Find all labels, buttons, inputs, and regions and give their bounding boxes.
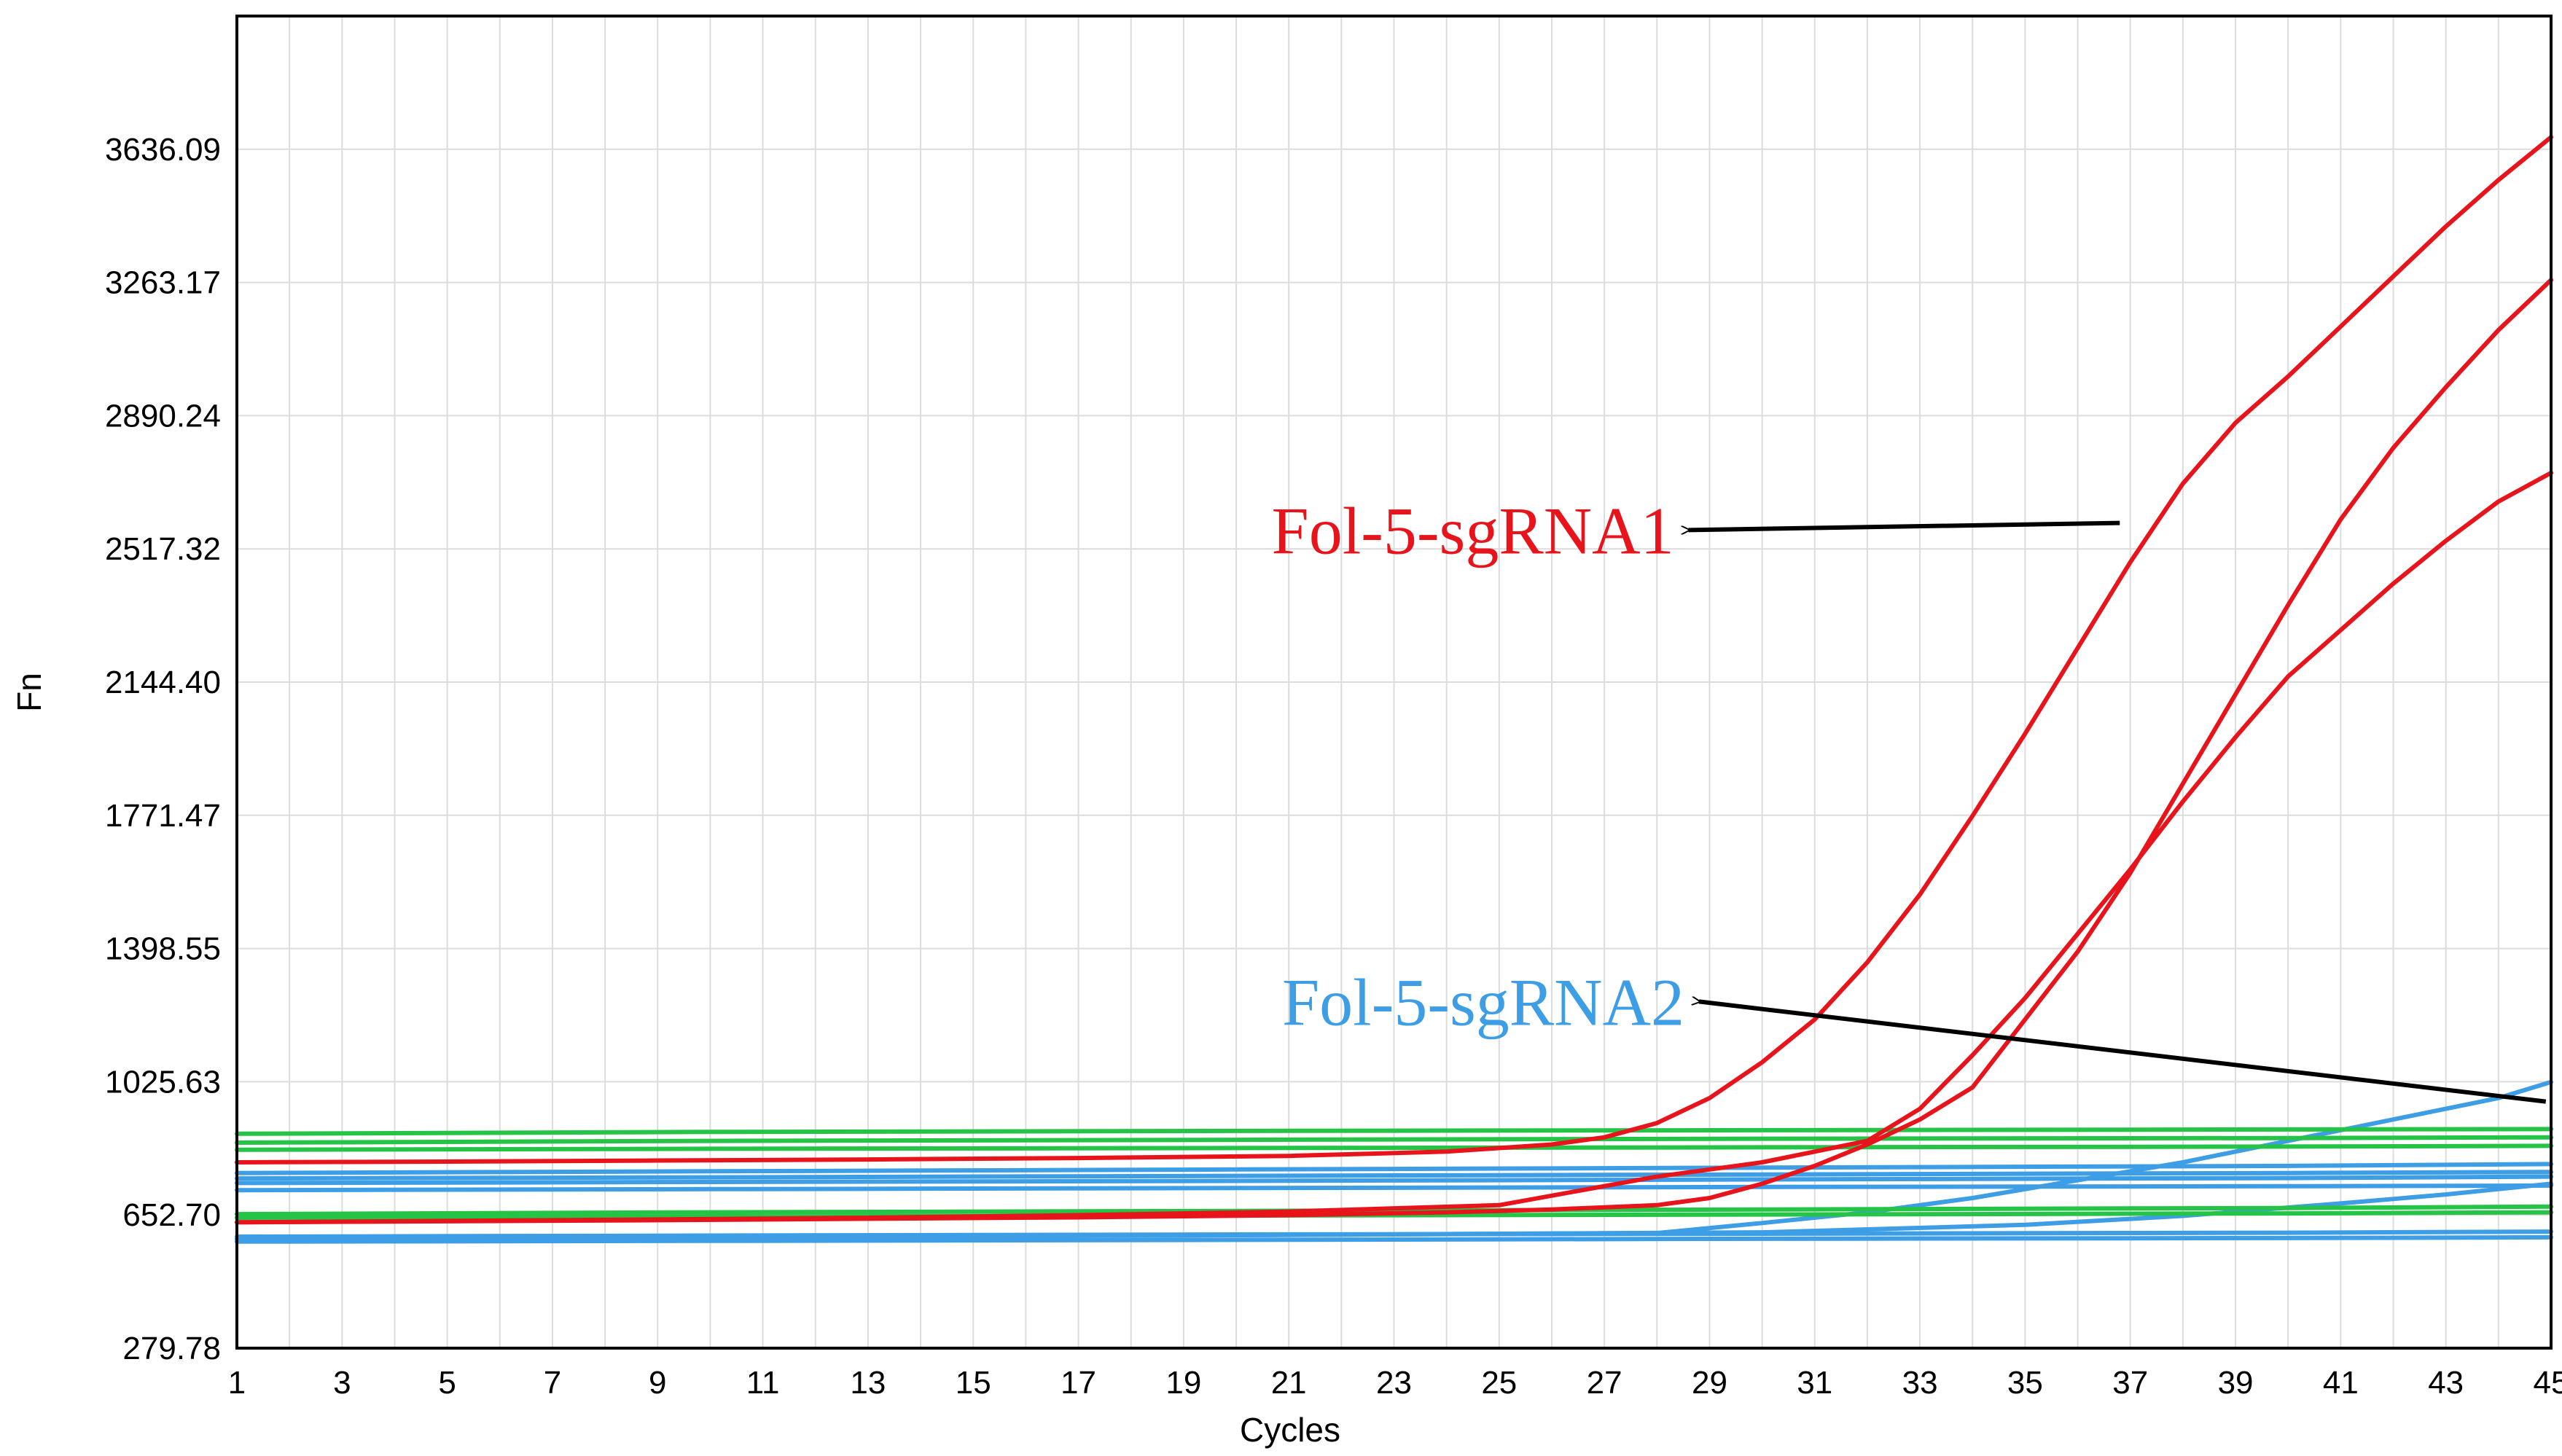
series-line-green xyxy=(235,1127,2553,1136)
series-group xyxy=(235,135,2553,1244)
x-tick-label: 11 xyxy=(746,1365,780,1401)
series-line-blue xyxy=(235,1181,2553,1242)
x-tick-label: 17 xyxy=(1061,1365,1096,1401)
x-tick-label: 45 xyxy=(2534,1365,2562,1401)
y-tick-label: 1025.63 xyxy=(105,1064,221,1100)
x-tick-label: 43 xyxy=(2428,1365,2464,1401)
x-tick-label: 39 xyxy=(2218,1365,2254,1401)
x-tick-label: 37 xyxy=(2112,1365,2148,1401)
series-line-red xyxy=(235,470,2553,1225)
y-tick-label: 3636.09 xyxy=(105,132,221,168)
x-tick-label: 15 xyxy=(956,1365,991,1401)
series-line-blue xyxy=(235,1170,2553,1181)
x-tick-label: 9 xyxy=(649,1365,666,1401)
x-tick-label: 13 xyxy=(850,1365,886,1401)
annotation-label-2: Fol-5-sgRNA2 xyxy=(1282,965,1684,1039)
series-line-green xyxy=(235,1210,2553,1220)
y-tick-label: 2144.40 xyxy=(105,665,221,700)
x-tick-label: 5 xyxy=(438,1365,456,1401)
series-line-red xyxy=(235,278,2553,1225)
y-tick-label: 1771.47 xyxy=(105,798,221,834)
y-tick-label: 652.70 xyxy=(122,1197,221,1233)
series-line-green xyxy=(235,1135,2553,1145)
x-tick-label: 1 xyxy=(228,1365,246,1401)
x-tick-label: 29 xyxy=(1692,1365,1727,1401)
y-tick-label: 2890.24 xyxy=(105,398,221,434)
plot-frame xyxy=(235,15,2553,1350)
x-tick-labels: 1 3 5 7 9 11 13 15 17 19 21 23 25 27 29 31 33 35 37 39 41 43 4… xyxy=(228,1365,2562,1401)
y-tick-label: 2517.32 xyxy=(105,531,221,567)
x-tick-label: 19 xyxy=(1165,1365,1201,1401)
x-tick-label: 33 xyxy=(1902,1365,1938,1401)
x-tick-label: 3 xyxy=(333,1365,351,1401)
series-line-blue xyxy=(235,1183,2553,1193)
y-tick-labels: 279.78 652.70 1025.63 1398.55 1771.47 2144.40… xyxy=(105,132,221,1366)
annotations: Fol-5-sgRNA1 Fol-5-sgRNA2 xyxy=(1272,493,2547,1104)
y-tick-label: 3263.17 xyxy=(105,265,221,301)
series-line-blue xyxy=(235,1162,2553,1175)
series-line-blue xyxy=(235,1174,2553,1186)
annotation-arrow xyxy=(1699,1001,2547,1104)
x-axis-label: Cycles xyxy=(1240,1411,1340,1449)
x-tick-label: 41 xyxy=(2323,1365,2359,1401)
series-line-blue xyxy=(235,1234,2553,1244)
x-tick-label: 27 xyxy=(1587,1365,1622,1401)
x-tick-label: 31 xyxy=(1797,1365,1832,1401)
x-tick-label: 25 xyxy=(1481,1365,1517,1401)
annotation-label-1: Fol-5-sgRNA1 xyxy=(1272,493,1674,568)
series-line-red xyxy=(235,135,2553,1165)
annotation-arrow xyxy=(1689,520,2120,531)
x-tick-label: 23 xyxy=(1376,1365,1412,1401)
y-tick-label: 279.78 xyxy=(122,1331,221,1366)
x-tick-label: 21 xyxy=(1271,1365,1307,1401)
x-tick-label: 7 xyxy=(544,1365,561,1401)
y-tick-label: 1398.55 xyxy=(105,931,221,967)
x-tick-label: 35 xyxy=(2007,1365,2043,1401)
y-axis-label: Fn xyxy=(10,673,48,712)
